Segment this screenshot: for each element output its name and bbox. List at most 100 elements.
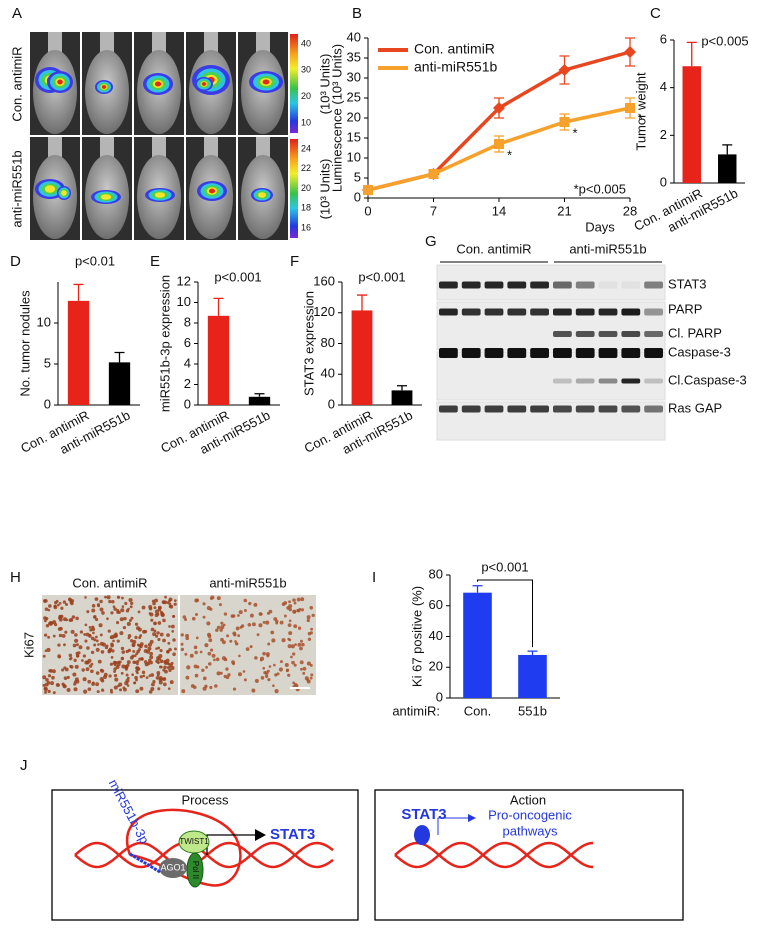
nucleus	[195, 636, 199, 640]
nucleus	[266, 669, 270, 673]
band-label: Cl. PARP	[668, 325, 722, 340]
group-label: anti-miR551b	[569, 241, 646, 256]
significance-mark: *	[507, 147, 512, 162]
blot-band	[461, 405, 481, 413]
nucleus	[84, 639, 88, 643]
nucleus	[154, 613, 159, 618]
nucleus	[276, 672, 280, 676]
nucleus	[126, 660, 131, 665]
point	[428, 169, 439, 179]
nucleus	[90, 669, 94, 674]
nucleus	[254, 656, 258, 660]
nucleus	[116, 662, 121, 667]
annotation: p<0.005	[701, 33, 748, 48]
nucleus	[309, 663, 313, 667]
blot-band	[484, 348, 504, 358]
nucleus	[64, 602, 69, 607]
nucleus	[133, 681, 137, 685]
nucleus	[60, 606, 64, 610]
nucleus	[120, 608, 125, 613]
nucleus	[106, 617, 109, 621]
nucleus	[172, 638, 176, 642]
nucleus	[134, 654, 137, 658]
nucleus	[168, 599, 172, 603]
nucleus	[159, 632, 164, 637]
significance-mark: *	[638, 111, 643, 126]
nucleus	[299, 639, 303, 643]
panel-label: A	[12, 5, 22, 22]
blot-band	[598, 308, 618, 316]
nucleus	[76, 654, 80, 658]
nucleus	[293, 682, 298, 687]
annotation: p<0.01	[75, 253, 115, 268]
nucleus	[100, 678, 105, 683]
nucleus	[72, 643, 77, 648]
y-tick-label: 25	[347, 89, 361, 104]
nucleus	[113, 670, 117, 673]
nucleus	[170, 665, 175, 671]
nucleus	[237, 634, 241, 638]
nucleus	[166, 633, 170, 637]
nucleus	[171, 629, 175, 633]
nucleus	[63, 676, 68, 680]
nucleus	[130, 616, 134, 620]
nucleus	[43, 633, 48, 637]
nucleus	[94, 617, 99, 622]
point	[624, 46, 636, 58]
nucleus	[194, 650, 198, 655]
nucleus	[287, 637, 290, 641]
nucleus	[223, 612, 228, 616]
blot-band	[644, 331, 663, 337]
nucleus	[149, 639, 154, 644]
nucleus	[152, 632, 157, 637]
nucleus	[270, 630, 275, 635]
dna-strand	[74, 841, 334, 869]
color-tick-label: 20	[301, 91, 311, 101]
nucleus	[46, 681, 51, 685]
nucleus	[86, 646, 90, 650]
nucleus	[159, 649, 163, 653]
nucleus	[307, 631, 312, 636]
nucleus	[130, 601, 134, 606]
stat3-shape	[414, 825, 430, 845]
nucleus	[46, 647, 51, 652]
nucleus	[142, 674, 146, 678]
nucleus	[222, 623, 226, 627]
nucleus	[213, 658, 216, 662]
nucleus	[288, 631, 293, 636]
nucleus	[71, 615, 76, 619]
nucleus	[256, 633, 260, 637]
blot-band	[553, 331, 572, 337]
nucleus	[139, 634, 143, 637]
nucleus	[238, 654, 241, 658]
y-tick-label: 2	[184, 376, 191, 391]
nucleus	[52, 634, 56, 638]
nucleus	[193, 645, 198, 650]
nucleus	[74, 633, 78, 637]
nucleus	[113, 607, 117, 611]
nucleus	[124, 681, 129, 686]
nucleus	[275, 619, 279, 624]
nucleus	[219, 628, 223, 632]
nucleus	[84, 623, 88, 627]
nucleus	[120, 646, 125, 651]
model-box	[51, 789, 359, 921]
nucleus	[117, 684, 120, 688]
nucleus	[75, 616, 79, 621]
y-axis-label: Tumor weight	[633, 72, 648, 151]
nucleus	[234, 642, 239, 646]
nucleus	[310, 673, 314, 677]
nucleus	[101, 611, 105, 615]
blot-band	[553, 378, 572, 384]
nucleus	[156, 631, 160, 635]
point	[625, 103, 635, 113]
nucleus	[182, 615, 187, 619]
nucleus	[226, 634, 229, 638]
nucleus	[123, 616, 127, 621]
nucleus	[245, 647, 250, 651]
nucleus	[135, 689, 140, 694]
nucleus	[210, 648, 214, 652]
color-unit: (10³ Units)	[317, 159, 332, 220]
nucleus	[157, 646, 161, 650]
nucleus	[95, 635, 98, 639]
